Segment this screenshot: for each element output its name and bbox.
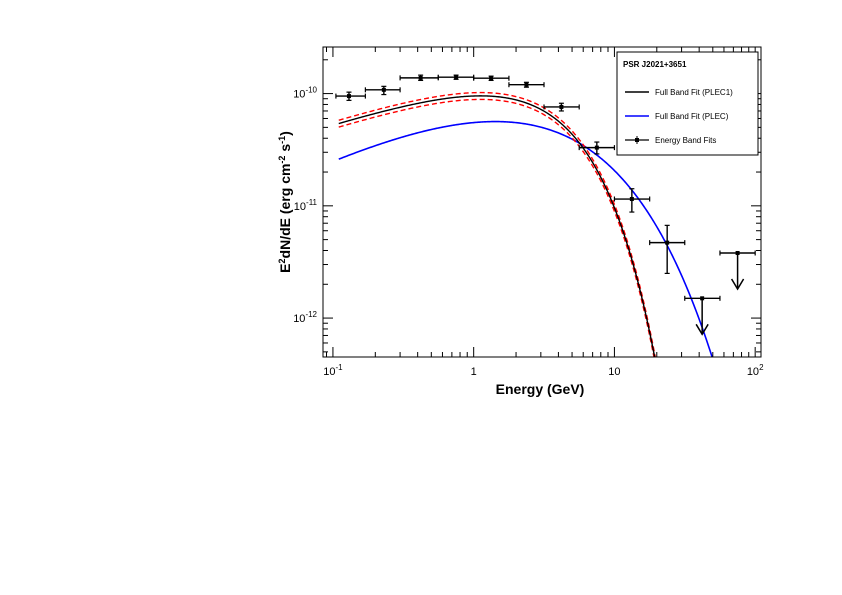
legend-label: Full Band Fit (PLEC) — [655, 112, 729, 121]
data-point — [508, 81, 545, 88]
x-axis-label: Energy (GeV) — [496, 381, 585, 397]
curve-plec1 — [338, 95, 656, 357]
data-point — [437, 74, 475, 80]
x-tick-label: 102 — [747, 363, 764, 378]
legend-label: Energy Band Fits — [655, 136, 716, 145]
legend-entries: Full Band Fit (PLEC1) Full Band Fit (PLEC… — [625, 88, 733, 145]
data-point — [364, 85, 401, 96]
legend-entry: Full Band Fit (PLEC) — [625, 112, 729, 121]
legend-entry: Energy Band Fits — [625, 136, 716, 145]
point-marker — [418, 75, 423, 80]
upper-limit-arrow-head — [695, 323, 709, 336]
legend-label: Full Band Fit (PLEC1) — [655, 88, 733, 97]
y-tick-label: 10-12 — [293, 310, 317, 325]
legend-marker — [635, 138, 639, 142]
legend-entry: Full Band Fit (PLEC1) — [625, 88, 733, 97]
point-marker — [700, 296, 705, 301]
point-marker — [735, 250, 740, 255]
point-marker — [381, 87, 386, 92]
data-point — [335, 91, 366, 101]
curve-plec — [338, 120, 713, 357]
x-tick-label: 10 — [608, 366, 620, 378]
point-marker — [594, 145, 599, 150]
y-tick-label: 10-11 — [294, 198, 318, 213]
upper-limit — [719, 250, 756, 291]
data-point — [649, 224, 686, 275]
legend-box — [616, 51, 759, 156]
points-layer — [335, 74, 756, 336]
point-marker — [489, 76, 494, 81]
point-marker — [665, 240, 670, 245]
curves-layer — [338, 91, 713, 357]
band-lower — [338, 98, 655, 357]
data-point — [578, 141, 616, 155]
data-point — [473, 75, 510, 82]
band-upper — [338, 91, 656, 357]
data-point — [613, 188, 651, 213]
plot-frame — [322, 46, 762, 358]
x-tick-label: 10-1 — [323, 363, 343, 378]
upper-limit — [684, 295, 721, 336]
point-marker — [454, 75, 459, 80]
legend: PSR J2021+3651 Full Band Fit (PLEC1)Full… — [616, 51, 759, 156]
y-tick-label: 10-10 — [293, 86, 317, 101]
legend-title: PSR J2021+3651 — [623, 60, 687, 69]
y-axis-label: E2dN/dE (erg cm-2 s-1) — [277, 131, 293, 273]
data-point — [399, 74, 439, 82]
point-marker — [346, 94, 351, 99]
point-marker — [524, 82, 529, 87]
data-point — [543, 102, 580, 112]
point-marker — [559, 104, 564, 109]
x-tick-label: 1 — [471, 366, 477, 378]
point-marker — [629, 197, 634, 202]
upper-limit-arrow-head — [730, 278, 745, 291]
